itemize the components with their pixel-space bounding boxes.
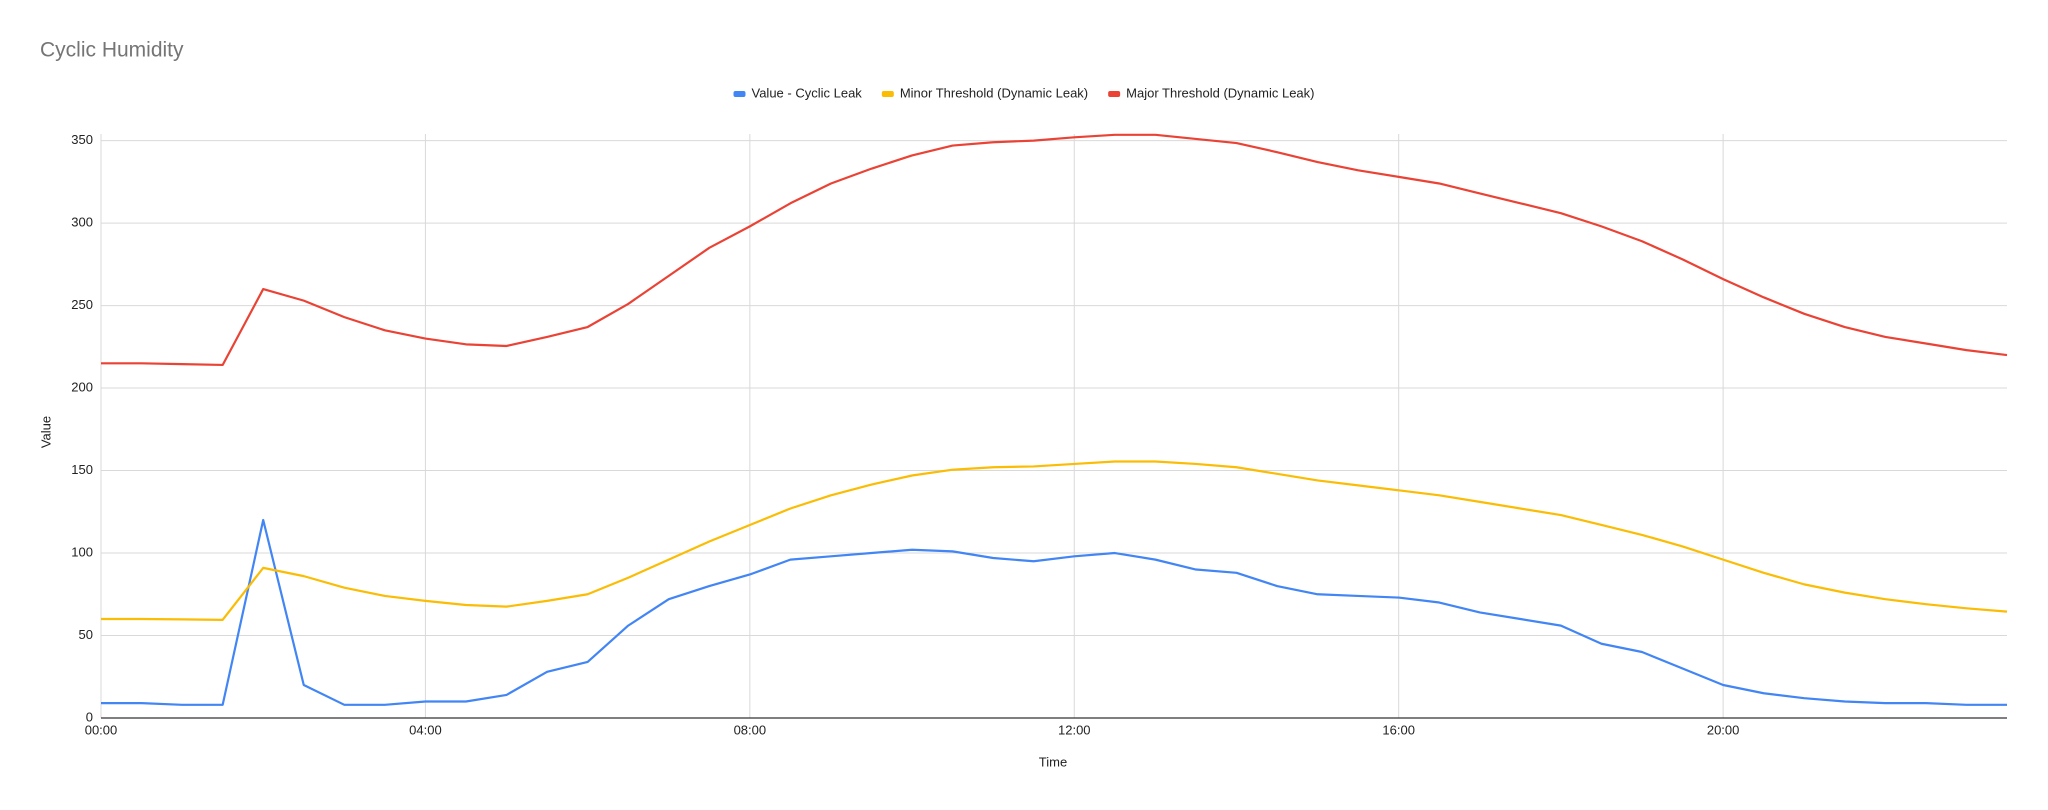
y-tick-label: 150 bbox=[71, 462, 93, 477]
chart-title: Cyclic Humidity bbox=[40, 39, 184, 62]
x-tick-label: 20:00 bbox=[1707, 722, 1740, 737]
x-tick-label: 04:00 bbox=[409, 722, 442, 737]
legend-label: Major Threshold (Dynamic Leak) bbox=[1126, 85, 1314, 100]
data-line bbox=[101, 460, 2008, 621]
x-tick-label: 16:00 bbox=[1382, 722, 1415, 737]
legend: Value - Cyclic Leak Minor Threshold (Dyna… bbox=[733, 85, 1315, 100]
legend-label: Value - Cyclic Leak bbox=[752, 85, 863, 100]
y-tick-label: 350 bbox=[71, 132, 93, 147]
data-line bbox=[101, 518, 2007, 706]
x-tick-label: 08:00 bbox=[734, 722, 767, 737]
y-tick-label: 50 bbox=[79, 627, 93, 642]
x-tick-label: 12:00 bbox=[1058, 722, 1091, 737]
data-line bbox=[101, 133, 2008, 367]
y-tick-label: 100 bbox=[71, 544, 93, 559]
x-tick-label: 00:00 bbox=[85, 722, 118, 737]
y-axis-label: Value bbox=[38, 416, 53, 448]
y-tick-label: 300 bbox=[71, 215, 93, 230]
y-tick-label: 200 bbox=[71, 379, 93, 394]
legend-swatch bbox=[881, 91, 894, 97]
legend-label: Minor Threshold (Dynamic Leak) bbox=[900, 85, 1088, 100]
y-tick-label: 250 bbox=[71, 297, 93, 312]
x-axis-label: Time bbox=[1039, 754, 1067, 769]
legend-swatch bbox=[1108, 91, 1121, 97]
legend-swatch bbox=[733, 91, 746, 97]
y-tick-label: 0 bbox=[86, 709, 93, 724]
